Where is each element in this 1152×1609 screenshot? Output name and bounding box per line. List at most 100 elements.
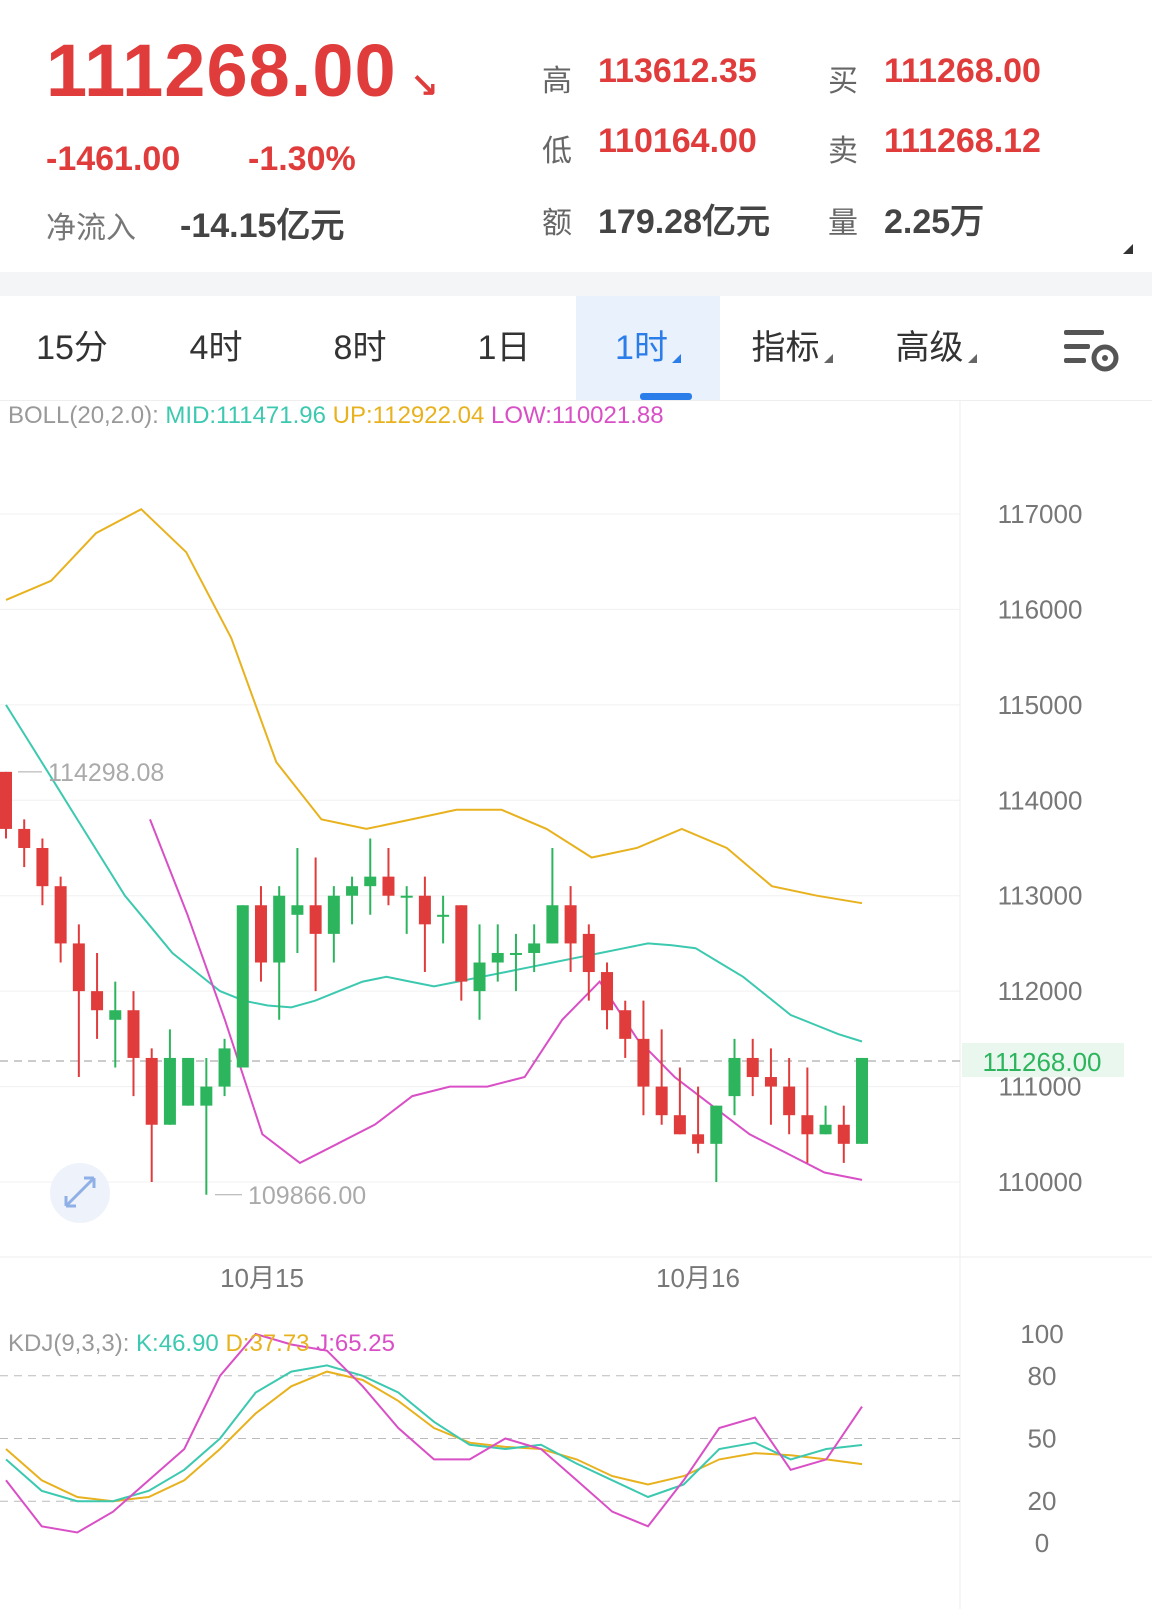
min-marker-label: 109866.00 bbox=[248, 1182, 366, 1210]
stat-value-high: 113612.35 bbox=[598, 52, 757, 90]
candle bbox=[746, 1038, 759, 1097]
candle bbox=[856, 1057, 868, 1144]
candle bbox=[528, 924, 541, 973]
stat-label-ask: 卖 bbox=[828, 135, 858, 168]
candle bbox=[109, 981, 122, 1068]
candle-body bbox=[546, 905, 559, 944]
tab-label: 1日 bbox=[477, 329, 531, 367]
candle-body bbox=[619, 1010, 632, 1039]
candle bbox=[673, 1067, 686, 1135]
expand-corner-icon[interactable] bbox=[1123, 244, 1133, 254]
candle bbox=[254, 886, 267, 982]
candle bbox=[400, 886, 413, 934]
kdj-d-line bbox=[5, 1370, 863, 1503]
candle bbox=[655, 1029, 668, 1125]
candle bbox=[801, 1067, 814, 1163]
candle-body bbox=[473, 962, 486, 992]
candle-body bbox=[655, 1086, 668, 1116]
tab-8h[interactable]: 8时 bbox=[288, 296, 432, 400]
candle bbox=[218, 1038, 231, 1097]
boll-legend: BOLL(20,2.0): MID:111471.96 UP:112922.04… bbox=[8, 402, 664, 430]
candle-body bbox=[91, 991, 104, 1011]
time-axis: 10月15 10月16 bbox=[220, 1263, 740, 1293]
quote-header: 111268.00 ↘ -1461.00 -1.30% 净流入 -14.15亿元… bbox=[0, 0, 1152, 272]
stat-value-ask: 111268.12 bbox=[884, 122, 1041, 160]
candle bbox=[637, 1000, 650, 1116]
kdj-tick-label: 100 bbox=[1020, 1319, 1063, 1349]
candle bbox=[273, 886, 286, 1020]
kdj-tick-label: 0 bbox=[1035, 1528, 1049, 1558]
kdj-name: KDJ(9,3,3): bbox=[8, 1330, 130, 1357]
y-tick-label: 110000 bbox=[998, 1167, 1083, 1197]
boll-mid: MID:111471.96 bbox=[165, 402, 326, 429]
candle-body bbox=[837, 1124, 850, 1144]
candle-body bbox=[564, 905, 577, 944]
kdj-d: D:37.73 bbox=[225, 1330, 310, 1357]
candle bbox=[382, 848, 395, 906]
tab-label: 15分 bbox=[36, 329, 108, 367]
candle bbox=[710, 1105, 723, 1182]
candle bbox=[509, 933, 522, 992]
max-marker-label: 114298.08 bbox=[48, 759, 164, 787]
candle-body bbox=[673, 1115, 686, 1135]
candle-body bbox=[163, 1057, 176, 1125]
candle-body bbox=[127, 1010, 140, 1058]
tab-indicators[interactable]: 指标 bbox=[720, 296, 864, 400]
candle bbox=[18, 819, 31, 868]
candle bbox=[692, 1086, 705, 1154]
current-price-bg bbox=[962, 1042, 1124, 1077]
section-divider bbox=[0, 272, 1152, 296]
kdj-tick-label: 20 bbox=[1028, 1486, 1057, 1516]
tab-label: 4时 bbox=[189, 329, 243, 367]
candle-body bbox=[801, 1115, 814, 1135]
candle-body bbox=[764, 1077, 777, 1087]
x-tick-label: 10月16 bbox=[656, 1263, 740, 1293]
candle bbox=[182, 1057, 195, 1106]
net-inflow-value: -14.15亿元 bbox=[180, 207, 345, 245]
net-inflow-label: 净流入 bbox=[46, 212, 136, 245]
candle-body bbox=[291, 905, 304, 915]
kdj-k: K:46.90 bbox=[136, 1330, 219, 1357]
dropdown-triangle-icon bbox=[671, 354, 681, 363]
candle-body bbox=[109, 1010, 122, 1020]
y-tick-label: 112000 bbox=[998, 976, 1083, 1006]
kdj-j: J:65.25 bbox=[316, 1330, 395, 1357]
tab-15min[interactable]: 15分 bbox=[0, 296, 144, 400]
stat-value-volume: 2.25万 bbox=[884, 203, 985, 241]
tab-advanced[interactable]: 高级 bbox=[864, 296, 1008, 400]
y-tick-label: 113000 bbox=[998, 881, 1083, 911]
candle-body bbox=[528, 943, 541, 953]
kdj-j-line bbox=[5, 1332, 863, 1534]
candle bbox=[546, 848, 559, 944]
candle bbox=[200, 1057, 213, 1195]
current-price-label: 111268.00 bbox=[982, 1047, 1101, 1077]
candle bbox=[473, 924, 486, 1020]
candle-body bbox=[491, 952, 504, 963]
candle bbox=[346, 876, 359, 925]
candle-body bbox=[273, 895, 286, 963]
tab-4h[interactable]: 4时 bbox=[144, 296, 288, 400]
stat-label-low: 低 bbox=[542, 135, 572, 168]
boll-mid-line bbox=[5, 704, 863, 1043]
tab-1h[interactable]: 1时 bbox=[576, 296, 720, 400]
candle bbox=[764, 1048, 777, 1125]
kdj-k-line bbox=[5, 1364, 863, 1503]
stat-value-amount: 179.28亿元 bbox=[598, 203, 770, 241]
candle bbox=[91, 952, 104, 1039]
tab-label: 1时 bbox=[615, 329, 668, 367]
candle bbox=[491, 924, 504, 982]
candle bbox=[364, 838, 377, 915]
expand-chart-icon[interactable] bbox=[50, 1163, 110, 1223]
boll-low: LOW:110021.88 bbox=[491, 402, 664, 429]
y-tick-label: 116000 bbox=[998, 594, 1083, 624]
candle-body bbox=[437, 914, 450, 917]
candle bbox=[564, 886, 577, 973]
candle-body bbox=[254, 905, 267, 963]
chart-settings-icon[interactable] bbox=[1062, 326, 1120, 374]
price-axis: 117000 116000 115000 114000 113000 112000 1110… bbox=[998, 499, 1083, 1197]
price-chart[interactable]: 111268.00 117000 116000 115000 114000 113000… bbox=[0, 400, 1152, 1609]
candle-body bbox=[346, 886, 359, 896]
candle-body bbox=[218, 1048, 231, 1087]
tab-1d[interactable]: 1日 bbox=[432, 296, 576, 400]
candle bbox=[309, 857, 322, 992]
